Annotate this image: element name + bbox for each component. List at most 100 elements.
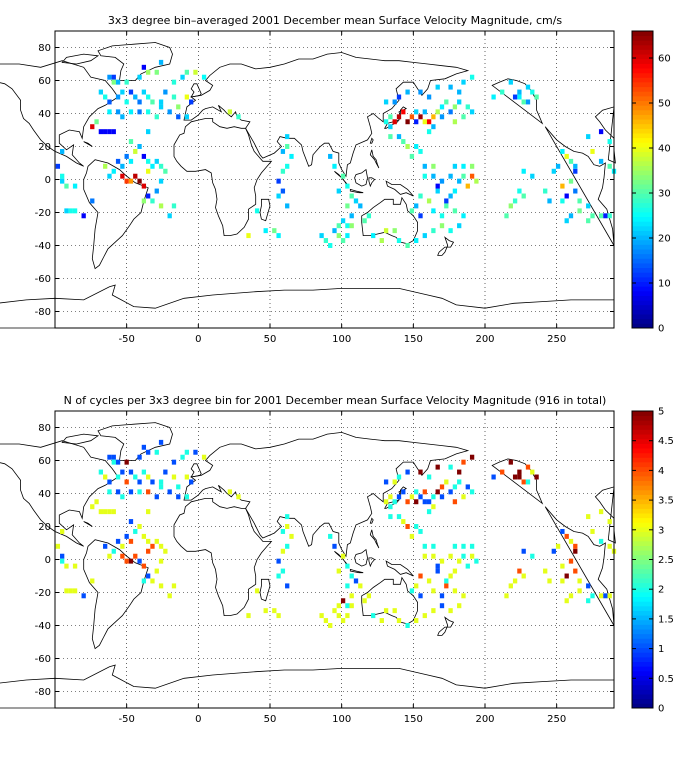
data-cell [414,499,419,505]
data-cell [115,158,121,164]
data-cell [103,509,108,515]
data-cell [158,99,164,105]
data-cell [158,59,164,65]
data-cell [452,208,458,214]
data-cell [444,198,449,204]
colorbar-step [632,499,653,505]
coastline [183,431,470,558]
data-cell [555,163,561,169]
data-cell [362,598,367,604]
coastline [183,52,470,178]
data-cell [598,158,604,164]
data-cell [439,104,445,110]
data-cell [590,148,595,154]
data-cell [598,129,604,135]
data-cell [521,168,526,174]
data-cell [280,168,286,174]
data-cell [64,208,69,214]
colorbar-step [632,568,653,574]
data-cell [133,148,138,154]
data-cell [396,134,402,140]
data-cell [525,464,531,470]
data-cell [383,99,389,105]
colorbar-step [632,559,653,565]
data-cell [189,99,194,105]
data-cell [345,203,350,209]
data-cell [418,213,423,219]
x-tick-label: 150 [404,714,423,725]
data-cell [107,74,112,80]
data-cell [418,528,423,534]
colorbar-step [632,675,653,681]
colorbar-step [632,411,653,417]
colorbar-step [632,605,653,611]
data-cell [508,203,513,209]
data-cell [171,459,177,465]
data-cell [586,218,591,224]
data-cell [530,89,535,95]
data-cell [521,479,526,485]
colorbar-step [632,698,653,704]
colorbar-step [632,522,653,528]
data-cell [469,489,475,495]
data-cell [107,173,112,179]
data-cell [564,533,569,539]
data-cell [560,148,565,154]
y-tick-label: -60 [35,654,51,665]
colorbar-step [632,466,653,472]
colorbar-step [632,420,653,426]
coastline [437,616,455,636]
data-cell [345,603,350,609]
colorbar-step [632,531,653,537]
data-cell [598,509,604,515]
x-tick-label: 50 [264,714,277,725]
colorbar-step [632,624,653,630]
data-cell [60,528,65,534]
colorbar-step [632,290,653,296]
data-cell [128,178,134,184]
data-cell [115,79,121,85]
data-cell [577,198,582,204]
data-cell [573,168,578,174]
data-cell [167,593,172,599]
data-cell [396,474,402,480]
colorbar-step [632,147,653,153]
data-cell [457,558,462,564]
data-cell [158,484,164,490]
data-cell [60,148,65,154]
data-cell [388,514,393,520]
colorbar-step [632,133,653,139]
coastline [0,664,615,709]
colorbar-step [632,438,653,444]
colorbar-step [632,443,653,449]
data-cell [564,153,569,159]
colorbar-tick-label: 10 [658,279,671,290]
colorbar-step [632,652,653,658]
colorbar-step [632,170,653,176]
data-cell [396,618,402,624]
data-cell [452,163,458,169]
data-cell [409,494,415,500]
data-cell [461,79,466,85]
data-cell [500,89,505,95]
data-cell [107,479,112,485]
data-cell [379,618,384,624]
colorbar-step [632,105,653,111]
data-cell [435,489,440,495]
data-cell [276,193,281,199]
data-cell [590,213,595,219]
data-cell [530,469,535,475]
data-cell [590,593,595,599]
data-cell [336,188,341,194]
data-cell [133,553,138,559]
data-cell [176,484,181,490]
coastline [368,557,376,568]
data-cell [60,173,65,179]
data-cell [431,504,436,510]
data-cell [236,494,241,500]
colorbar-step [632,429,653,435]
data-cell [72,563,78,569]
data-cell [276,178,281,184]
